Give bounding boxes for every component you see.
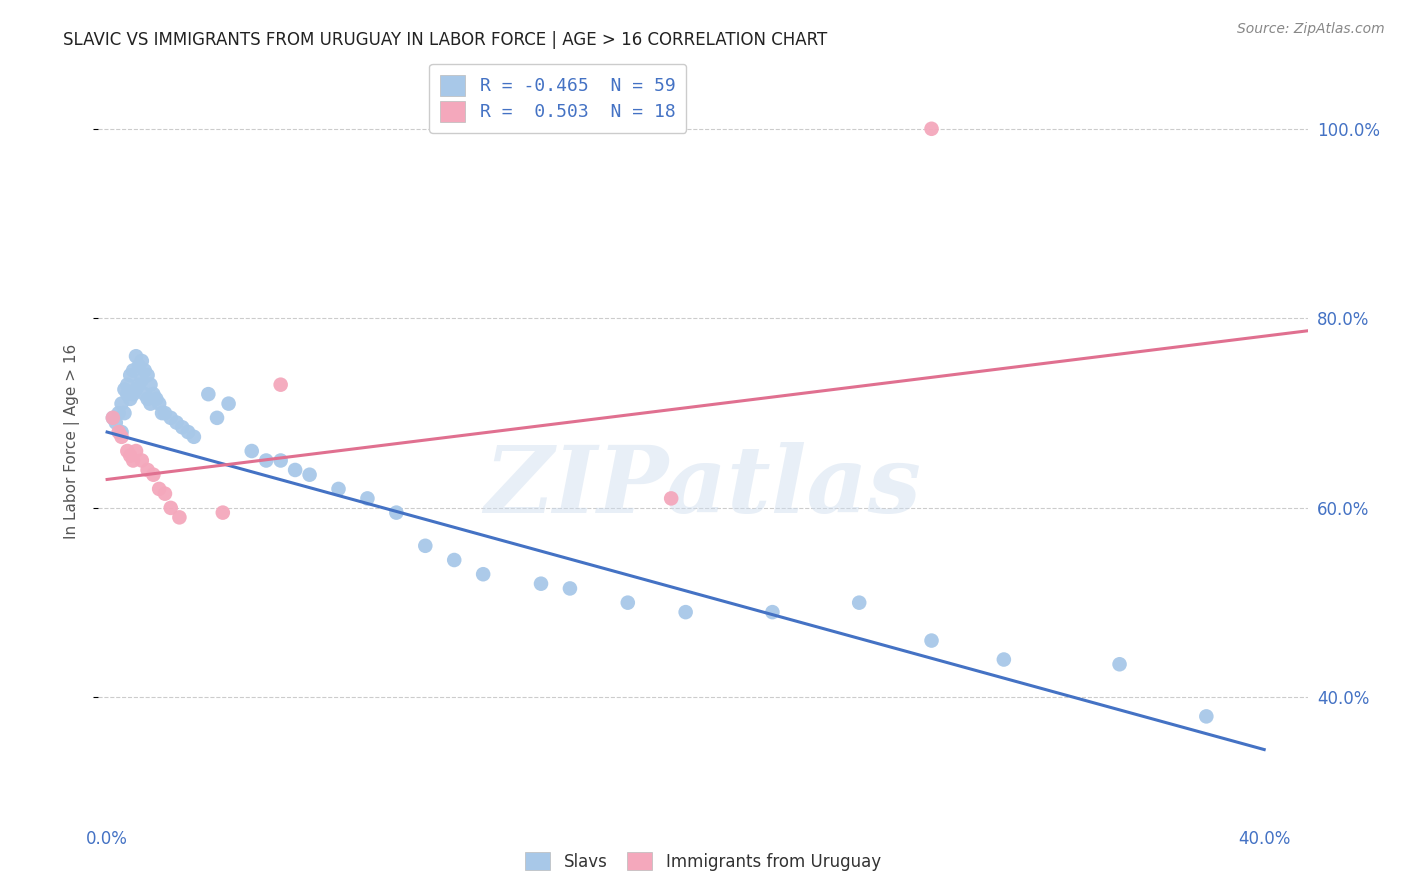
Text: Source: ZipAtlas.com: Source: ZipAtlas.com: [1237, 22, 1385, 37]
Point: [148, 397, 170, 411]
Point: [125, 383, 148, 397]
Point: [298, 467, 321, 482]
Point: [110, 425, 132, 439]
Point: [166, 416, 188, 430]
Point: [107, 425, 129, 439]
Point: [107, 406, 129, 420]
Point: [993, 652, 1015, 666]
Point: [101, 410, 124, 425]
Point: [114, 406, 136, 420]
Point: [659, 491, 682, 506]
Point: [183, 430, 205, 444]
Point: [921, 633, 943, 648]
Legend: Slavs, Immigrants from Uruguay: Slavs, Immigrants from Uruguay: [517, 844, 889, 880]
Point: [139, 397, 162, 411]
Point: [848, 596, 870, 610]
Point: [218, 397, 240, 411]
Point: [131, 373, 153, 387]
Point: [145, 392, 167, 406]
Point: [1108, 657, 1130, 672]
Point: [117, 444, 139, 458]
Point: [136, 463, 159, 477]
Point: [472, 567, 495, 582]
Text: ZIPatlas: ZIPatlas: [485, 442, 921, 532]
Point: [284, 463, 307, 477]
Point: [153, 406, 176, 420]
Point: [617, 596, 640, 610]
Y-axis label: In Labor Force | Age > 16: In Labor Force | Age > 16: [65, 344, 80, 539]
Point: [413, 539, 436, 553]
Point: [131, 453, 153, 467]
Point: [131, 354, 153, 368]
Point: [122, 363, 145, 377]
Point: [211, 506, 233, 520]
Point: [153, 486, 176, 500]
Point: [128, 377, 150, 392]
Point: [101, 410, 124, 425]
Point: [136, 368, 159, 383]
Point: [114, 383, 136, 397]
Point: [122, 387, 145, 401]
Point: [125, 444, 148, 458]
Point: [205, 410, 228, 425]
Point: [761, 605, 783, 619]
Point: [356, 491, 378, 506]
Point: [675, 605, 697, 619]
Point: [558, 582, 581, 596]
Point: [110, 430, 132, 444]
Point: [240, 444, 263, 458]
Point: [110, 397, 132, 411]
Point: [142, 467, 165, 482]
Point: [270, 453, 292, 467]
Point: [134, 387, 156, 401]
Point: [177, 425, 200, 439]
Point: [142, 387, 165, 401]
Point: [159, 410, 181, 425]
Point: [120, 449, 142, 463]
Point: [921, 121, 943, 136]
Point: [385, 506, 408, 520]
Point: [134, 363, 156, 377]
Point: [122, 453, 145, 467]
Point: [328, 482, 350, 496]
Point: [136, 392, 159, 406]
Text: SLAVIC VS IMMIGRANTS FROM URUGUAY IN LABOR FORCE | AGE > 16 CORRELATION CHART: SLAVIC VS IMMIGRANTS FROM URUGUAY IN LAB…: [63, 31, 828, 49]
Point: [197, 387, 219, 401]
Point: [120, 392, 142, 406]
Point: [128, 359, 150, 373]
Legend: R = -0.465  N = 59, R =  0.503  N = 18: R = -0.465 N = 59, R = 0.503 N = 18: [429, 64, 686, 133]
Point: [1195, 709, 1218, 723]
Point: [169, 510, 191, 524]
Point: [443, 553, 465, 567]
Point: [117, 377, 139, 392]
Point: [120, 368, 142, 383]
Point: [117, 387, 139, 401]
Point: [150, 406, 173, 420]
Point: [159, 500, 181, 515]
Point: [148, 482, 170, 496]
Point: [125, 349, 148, 363]
Point: [104, 416, 127, 430]
Point: [139, 377, 162, 392]
Point: [172, 420, 194, 434]
Point: [530, 576, 553, 591]
Point: [254, 453, 277, 467]
Point: [270, 377, 292, 392]
